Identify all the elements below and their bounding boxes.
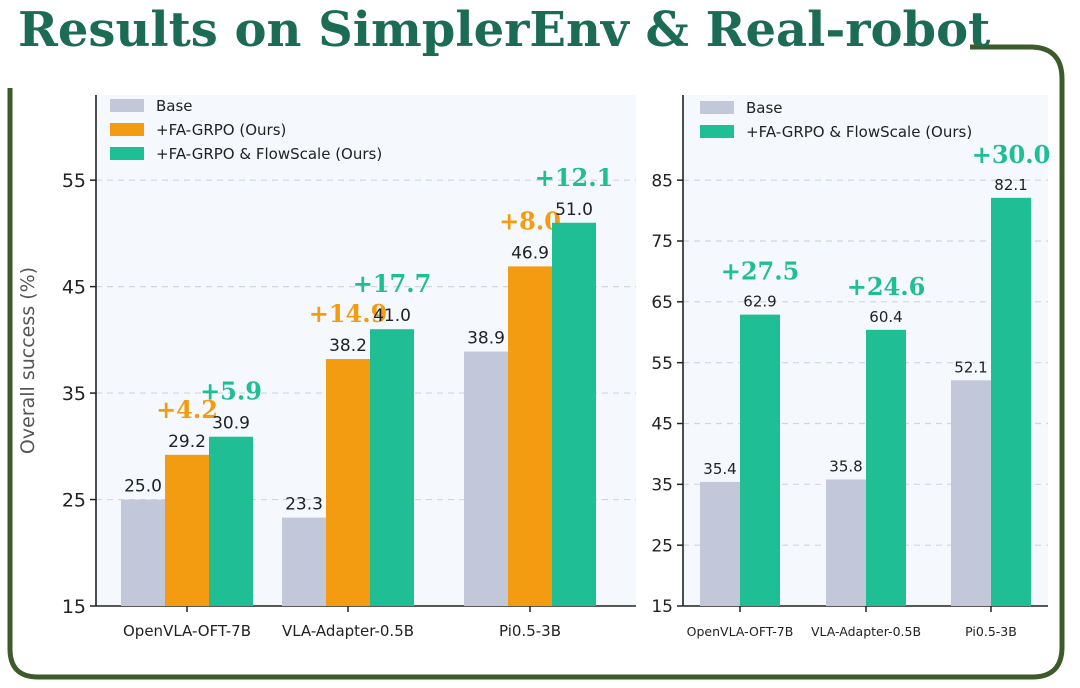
bar-fa-grpo-ours-openvla-oft-7b: [165, 454, 209, 606]
legend-label: Base: [156, 97, 193, 115]
bar-fa-grpo-flowscale-ours-openvla-oft-7b: [209, 436, 253, 606]
x-tick-label: VLA-Adapter-0.5B: [282, 622, 414, 640]
legend-swatch: [110, 147, 144, 160]
bar-value-label: 46.9: [511, 243, 549, 263]
bar-value-label: 51.0: [555, 200, 593, 220]
bar-value-label: 62.9: [743, 293, 776, 311]
gain-label: +17.7: [353, 269, 432, 298]
y-tick-label: 75: [651, 232, 673, 252]
y-tick-label: 25: [62, 489, 86, 511]
gain-label: +30.0: [972, 140, 1051, 169]
bar-value-label: 29.2: [168, 432, 206, 452]
bar-base-openvla-oft-7b: [121, 499, 165, 606]
y-tick-label: 35: [62, 383, 86, 405]
gain-label: +4.2: [156, 395, 218, 424]
y-axis-label: Overall success (%): [17, 267, 39, 454]
bar-base-pi0-5-3b: [464, 351, 508, 606]
bar-value-label: 60.4: [869, 308, 902, 326]
legend-swatch: [700, 101, 734, 114]
bar-fa-grpo-flowscale-ours-vla-adapter-0-5b: [866, 329, 906, 606]
x-tick-label: OpenVLA-OFT-7B: [123, 622, 251, 640]
legend-label: +FA-GRPO & FlowScale (Ours): [156, 145, 382, 163]
bar-fa-grpo-ours-vla-adapter-0-5b: [326, 359, 370, 606]
gain-label: +8.0: [499, 206, 561, 235]
legend-swatch: [700, 125, 734, 138]
gain-label: +14.9: [309, 299, 388, 328]
y-tick-label: 35: [651, 475, 673, 495]
legend-swatch: [110, 123, 144, 136]
bar-value-label: 41.0: [373, 306, 411, 326]
bar-value-label: 35.4: [703, 460, 736, 478]
legend-label: +FA-GRPO & FlowScale (Ours): [746, 123, 972, 141]
gain-label: +27.5: [721, 257, 800, 286]
bar-fa-grpo-ours-pi0-5-3b: [508, 266, 552, 606]
gain-label: +5.9: [200, 377, 262, 406]
legend-label: Base: [746, 99, 783, 117]
y-tick-label: 55: [62, 170, 86, 192]
bar-fa-grpo-flowscale-ours-pi0-5-3b: [991, 197, 1031, 606]
x-tick-label: Pi0.5-3B: [965, 624, 1017, 639]
x-tick-label: Pi0.5-3B: [499, 622, 561, 640]
y-tick-label: 15: [651, 597, 673, 617]
y-tick-label: 15: [62, 596, 86, 618]
bar-base-vla-adapter-0-5b: [826, 479, 866, 606]
bar-value-label: 30.9: [212, 414, 250, 434]
x-tick-label: OpenVLA-OFT-7B: [687, 624, 794, 639]
bar-value-label: 52.1: [954, 358, 987, 376]
page-title: Results on SimplerEnv & Real-robot: [18, 2, 991, 58]
gain-label: +24.6: [847, 272, 926, 301]
y-tick-label: 85: [651, 171, 673, 191]
y-tick-label: 45: [651, 415, 673, 435]
bar-value-label: 35.8: [829, 457, 862, 475]
y-tick-label: 65: [651, 293, 673, 313]
bar-fa-grpo-flowscale-ours-vla-adapter-0-5b: [370, 329, 414, 606]
bar-base-vla-adapter-0-5b: [282, 517, 326, 606]
bar-fa-grpo-flowscale-ours-pi0-5-3b: [552, 222, 596, 606]
gain-label: +12.1: [535, 163, 614, 192]
bar-value-label: 25.0: [124, 477, 162, 497]
x-tick-label: VLA-Adapter-0.5B: [811, 624, 921, 639]
legend-swatch: [110, 99, 144, 112]
bar-value-label: 82.1: [994, 176, 1027, 194]
bar-base-openvla-oft-7b: [700, 481, 740, 606]
y-tick-label: 45: [62, 276, 86, 298]
bar-fa-grpo-flowscale-ours-openvla-oft-7b: [740, 314, 780, 606]
bar-value-label: 38.9: [467, 329, 505, 349]
bar-base-pi0-5-3b: [951, 380, 991, 606]
y-tick-label: 55: [651, 354, 673, 374]
bar-value-label: 38.2: [329, 336, 367, 356]
bar-value-label: 23.3: [285, 495, 323, 515]
legend-label: +FA-GRPO (Ours): [156, 121, 286, 139]
y-tick-label: 25: [651, 536, 673, 556]
